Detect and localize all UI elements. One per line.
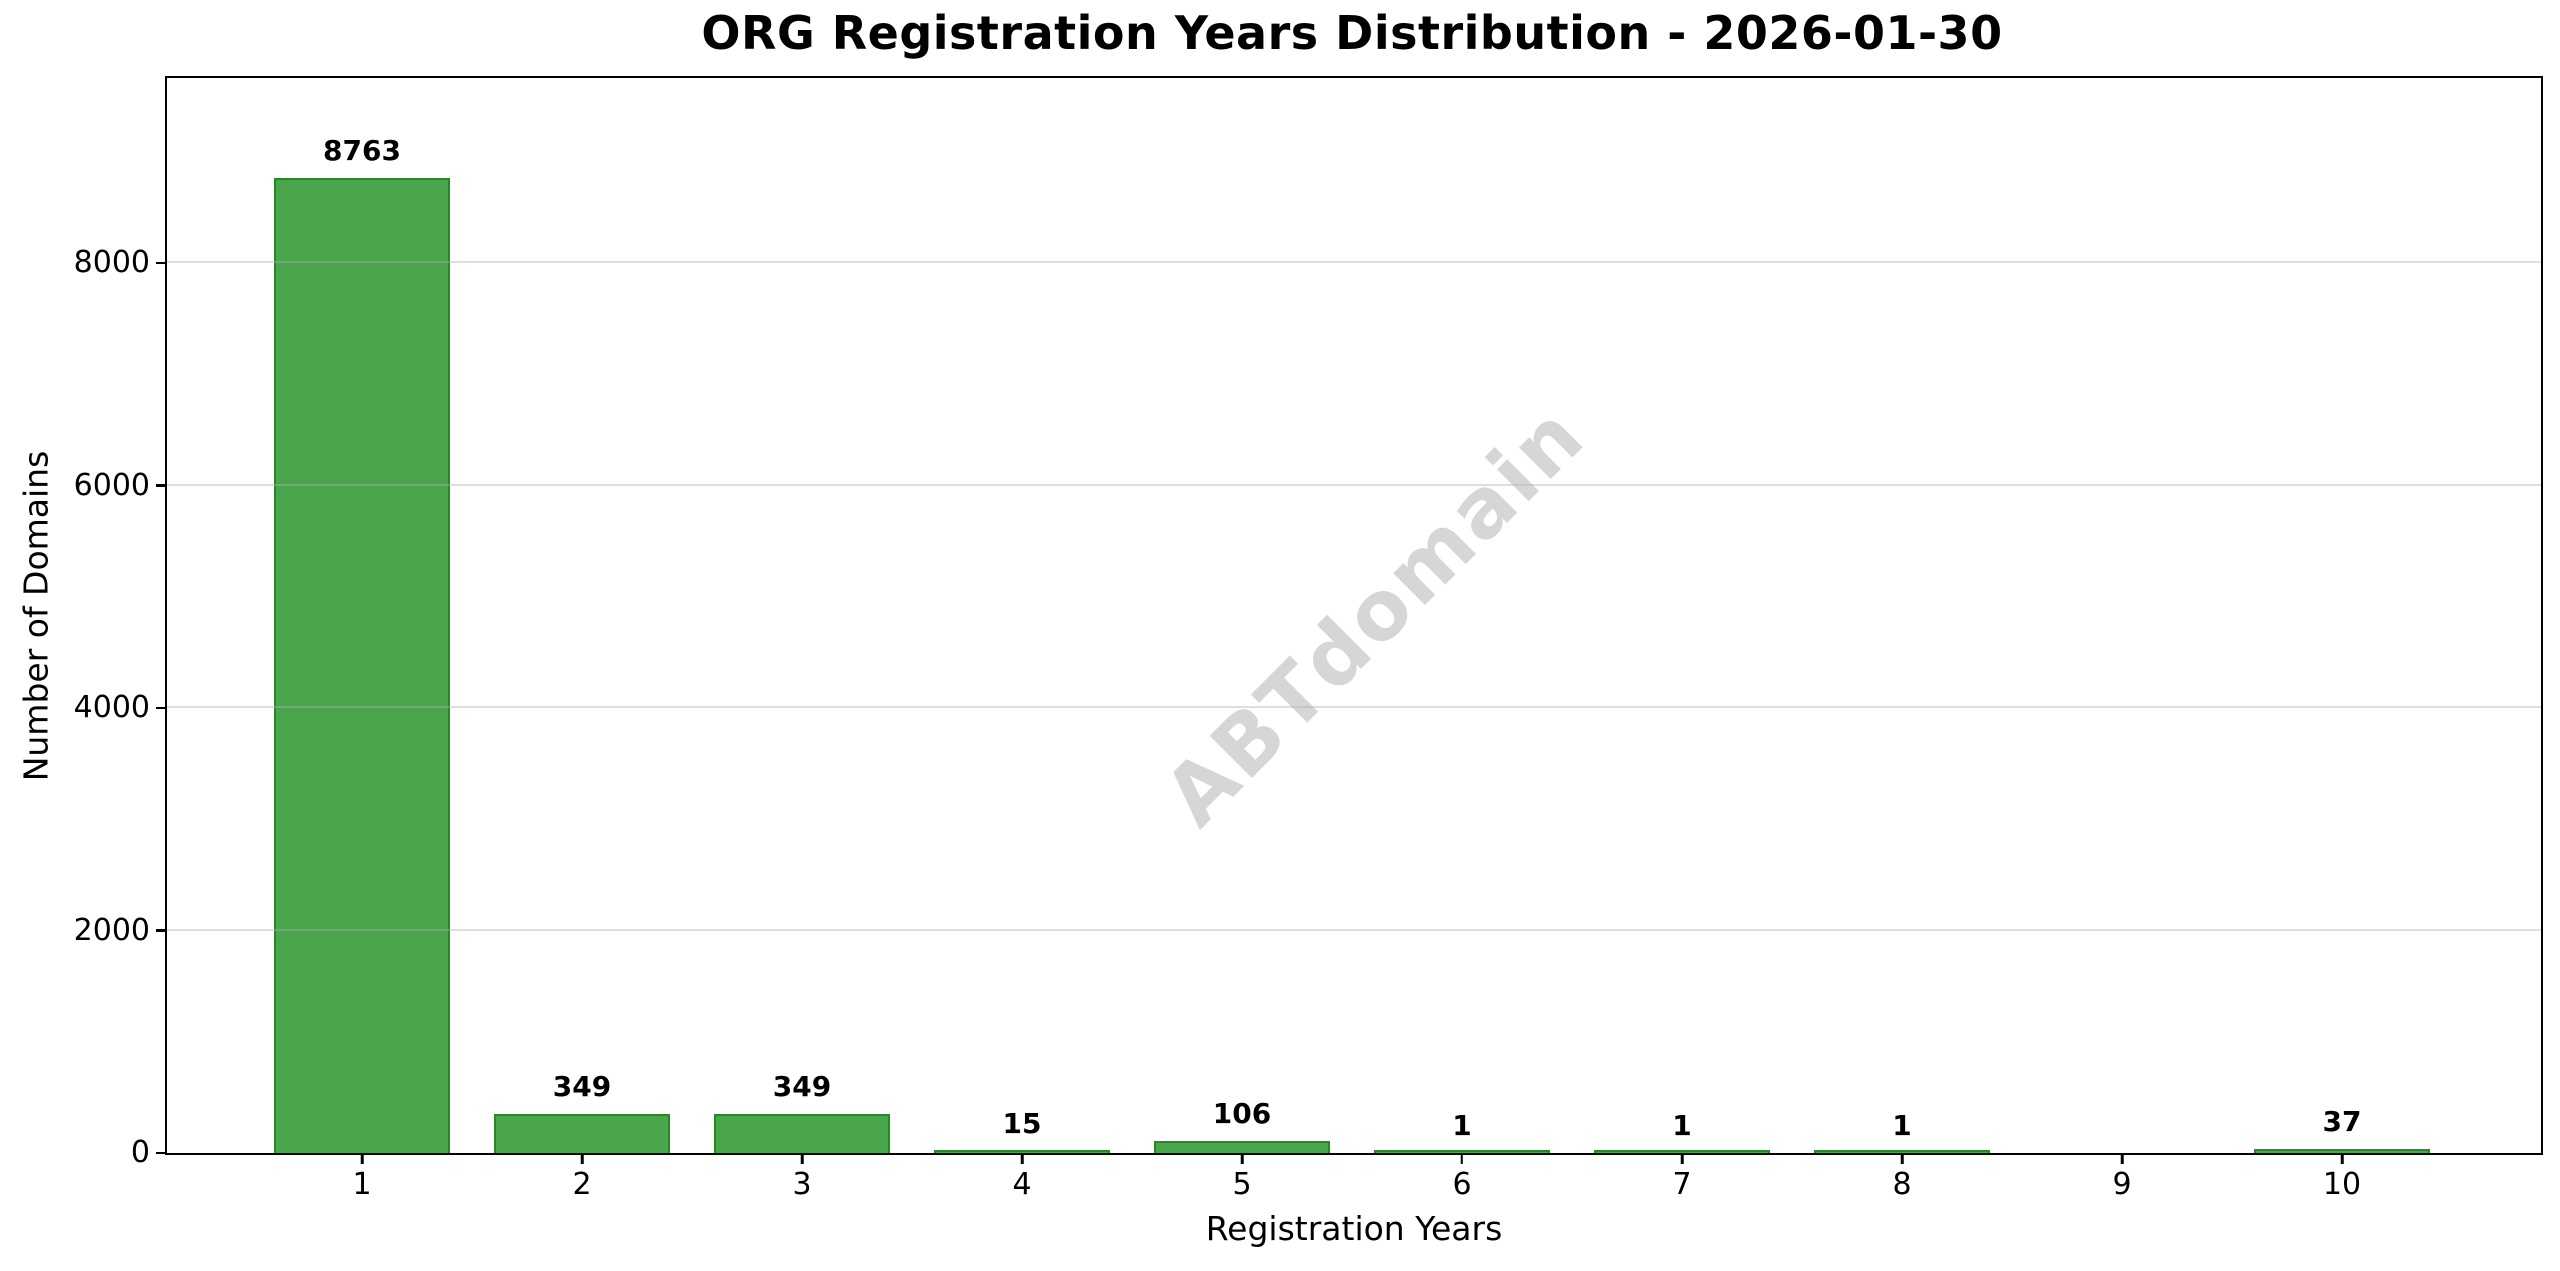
y-tick-mark <box>156 261 167 265</box>
gridline <box>167 261 2541 264</box>
y-tick-label: 8000 <box>73 245 150 281</box>
watermark-text: ABTdomain <box>1146 387 1604 844</box>
x-tick-label: 7 <box>1672 1167 1692 1202</box>
x-tick-mark <box>1900 1153 1904 1164</box>
bar-value-label: 8763 <box>323 134 401 168</box>
y-tick-mark <box>156 1151 167 1155</box>
gridline <box>167 928 2541 931</box>
gridline <box>167 483 2541 486</box>
x-tick-label: 5 <box>1232 1167 1252 1202</box>
x-tick-mark <box>2340 1153 2344 1164</box>
bar-value-label: 1 <box>1672 1108 1692 1142</box>
y-tick-mark <box>156 929 167 932</box>
bar <box>1814 1150 1990 1153</box>
y-tick-label: 2000 <box>73 912 150 948</box>
bar <box>273 178 450 1153</box>
y-tick-label: 4000 <box>73 690 150 726</box>
x-tick-label: 8 <box>1892 1167 1912 1202</box>
y-tick-label: 6000 <box>73 467 150 503</box>
x-tick-mark <box>1680 1153 1684 1164</box>
bar-value-label: 1 <box>1452 1108 1472 1142</box>
bar <box>1374 1150 1550 1153</box>
bar <box>494 1114 670 1153</box>
x-tick-mark <box>1020 1153 1024 1164</box>
bar-value-label: 15 <box>1002 1107 1042 1141</box>
bar <box>714 1114 890 1153</box>
bar-value-label: 349 <box>772 1070 832 1104</box>
y-tick-mark <box>156 484 167 487</box>
x-tick-mark <box>800 1153 804 1164</box>
x-tick-mark <box>2120 1153 2124 1164</box>
x-tick-label: 6 <box>1452 1167 1472 1202</box>
bar <box>934 1150 1110 1153</box>
x-tick-mark <box>1460 1153 1464 1164</box>
bar <box>2254 1148 2430 1153</box>
x-tick-label: 10 <box>2322 1167 2362 1202</box>
y-axis-label: Number of Domains <box>16 450 56 781</box>
x-tick-mark <box>360 1153 364 1164</box>
chart-title: ORG Registration Years Distribution - 20… <box>701 6 2003 60</box>
bar <box>1154 1141 1330 1153</box>
y-tick-mark <box>156 706 167 710</box>
gridline <box>167 706 2541 709</box>
bar-value-label: 37 <box>2322 1104 2362 1138</box>
bar <box>1594 1150 1770 1153</box>
bar-value-label: 106 <box>1212 1097 1272 1131</box>
x-axis-label: Registration Years <box>1205 1209 1503 1248</box>
x-tick-mark <box>580 1153 584 1164</box>
x-tick-label: 2 <box>572 1167 592 1202</box>
bar-value-label: 349 <box>552 1070 612 1104</box>
x-tick-label: 9 <box>2112 1167 2132 1202</box>
x-tick-mark <box>1240 1153 1244 1164</box>
x-tick-label: 3 <box>792 1167 812 1202</box>
bar-value-label: 1 <box>1892 1108 1912 1142</box>
plot-area: ABTdomain Registration Years Number of D… <box>17 76 2543 1248</box>
y-tick-label: 0 <box>130 1135 150 1170</box>
x-tick-label: 4 <box>1012 1167 1032 1202</box>
x-tick-label: 1 <box>352 1167 372 1202</box>
